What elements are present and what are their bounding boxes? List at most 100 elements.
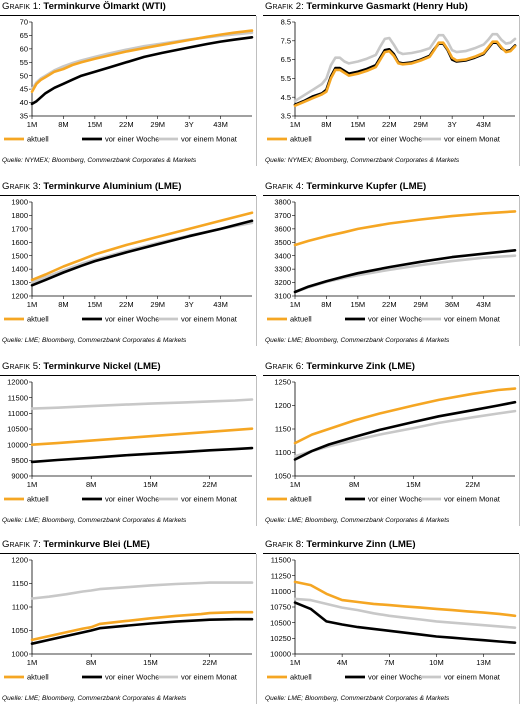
x-tick-label: 7M (384, 658, 394, 667)
legend-label: vor einem Monat (444, 673, 501, 682)
x-tick-label: 1M (290, 120, 300, 129)
series-line-woche (30, 35, 254, 106)
legend-label: aktuell (27, 315, 49, 324)
x-tick-label: 29M (150, 120, 165, 129)
chart-frame (0, 554, 257, 704)
legend-label: vor einem Monat (444, 135, 501, 144)
y-tick-label: 9000 (11, 472, 28, 481)
series-line-woche (293, 400, 517, 461)
chart-title-bar: Grafik 3: Terminkurve Aluminium (LME) (0, 180, 256, 196)
legend-label: aktuell (27, 495, 49, 504)
chart-title-text: Terminkurve Nickel (LME) (43, 361, 161, 372)
y-tick-label: 1400 (11, 265, 28, 274)
chart-title-bar: Grafik 6: Terminkurve Zink (LME) (263, 360, 519, 376)
chart-title-text: Terminkurve Aluminium (LME) (43, 181, 182, 192)
chart-frame (0, 16, 257, 166)
legend-label: vor einem Monat (181, 495, 238, 504)
series-line-aktuell (30, 29, 254, 94)
x-tick-label: 1M (290, 480, 300, 489)
y-tick-label: 9500 (11, 456, 28, 465)
legend-label: aktuell (290, 135, 312, 144)
chart-panel-5: Grafik 5: Terminkurve Nickel (LME) 9000 9… (0, 360, 258, 538)
y-tick-label: 10000 (7, 440, 28, 449)
legend-woche: vor einer Woche (82, 673, 159, 682)
chart-number: Grafik 5: (2, 361, 41, 372)
y-tick-label: 3800 (274, 198, 291, 207)
legend-label: vor einer Woche (105, 495, 159, 504)
y-tick-label: 1200 (11, 556, 28, 565)
y-tick-label: 35 (20, 112, 28, 121)
y-tick-label: 5.5 (281, 74, 291, 83)
y-tick-label: 60 (20, 44, 28, 53)
line-chart: 1000 1050 1100 1150 1200 1M 8M 15M 22M aktuell vor… (4, 556, 254, 682)
y-tick-label: 3100 (274, 292, 291, 301)
legend-woche: vor einer Woche (345, 495, 422, 504)
chart-panel-2: Grafik 2: Terminkurve Gasmarkt (Henry Hu… (263, 0, 521, 178)
legend-woche: vor einer Woche (345, 673, 422, 682)
legend-aktuell: aktuell (4, 315, 49, 324)
chart-title-bar: Grafik 7: Terminkurve Blei (LME) (0, 538, 256, 554)
x-tick-label: 22M (119, 120, 134, 129)
chart-source: Quelle: NYMEX; Bloomberg, Commerzbank Co… (265, 157, 460, 164)
line-chart: 9000 9500 10000 10500 11000 11500 12000 1M 8M 15M… (4, 378, 254, 504)
series-line-woche (293, 601, 517, 644)
chart-number: Grafik 3: (2, 181, 41, 192)
chart-source: Quelle: LME; Bloomberg, Commerzbank Corp… (265, 517, 450, 524)
x-tick-label: 29M (413, 300, 428, 309)
series-line-woche (30, 219, 254, 287)
x-tick-label: 22M (119, 300, 134, 309)
legend-woche: vor einer Woche (82, 315, 159, 324)
y-tick-label: 1500 (11, 251, 28, 260)
series-line-aktuell (293, 387, 517, 445)
chart-panel-8: Grafik 8: Terminkurve Zinn (LME) 10000 10… (263, 538, 521, 716)
y-tick-label: 10000 (270, 650, 291, 659)
chart-source: Quelle: LME; Bloomberg, Commerzbank Corp… (265, 337, 450, 344)
y-tick-label: 1800 (11, 211, 28, 220)
chart-title-text: Terminkurve Gasmarkt (Henry Hub) (306, 1, 468, 12)
x-tick-label: 1M (27, 120, 37, 129)
y-tick-label: 3200 (274, 278, 291, 287)
x-tick-label: 8M (58, 120, 68, 129)
line-chart: 1200 1300 1400 1500 1600 1700 1800 1900 1M 8M 15M 2… (4, 198, 254, 324)
chart-number: Grafik 4: (265, 181, 304, 192)
chart-title-text: Terminkurve Blei (LME) (43, 539, 150, 550)
chart-title-text: Terminkurve Zink (LME) (306, 361, 415, 372)
legend-woche: vor einer Woche (82, 135, 159, 144)
series-line-aktuell (30, 610, 254, 642)
legend-aktuell: aktuell (4, 135, 49, 144)
line-chart: 35 40 45 50 55 60 65 70 1M 8M 15M 22M 29M 3Y 43M aktuel… (4, 18, 254, 144)
chart-title: Grafik 6: Terminkurve Zink (LME) (265, 361, 415, 372)
x-tick-label: 8M (321, 120, 331, 129)
legend-label: vor einer Woche (105, 135, 159, 144)
legend-label: vor einem Monat (181, 135, 238, 144)
y-tick-label: 3.5 (281, 112, 291, 121)
x-tick-label: 15M (143, 480, 158, 489)
legend-monat: vor einem Monat (158, 495, 238, 504)
legend-monat: vor einem Monat (158, 315, 238, 324)
chart-title: Grafik 4: Terminkurve Kupfer (LME) (265, 181, 426, 192)
legend-label: vor einem Monat (444, 315, 501, 324)
series-line-monat (30, 221, 254, 284)
legend-woche: vor einer Woche (345, 135, 422, 144)
y-tick-label: 1900 (11, 198, 28, 207)
y-tick-label: 3400 (274, 251, 291, 260)
x-tick-label: 22M (202, 658, 217, 667)
x-tick-label: 3Y (185, 300, 194, 309)
legend-label: vor einer Woche (368, 135, 422, 144)
chart-number: Grafik 6: (265, 361, 304, 372)
legend-label: aktuell (290, 495, 312, 504)
y-tick-label: 1200 (11, 292, 28, 301)
y-tick-label: 6.5 (281, 55, 291, 64)
chart-title-text: Terminkurve Kupfer (LME) (306, 181, 427, 192)
y-tick-label: 1700 (11, 224, 28, 233)
chart-title: Grafik 2: Terminkurve Gasmarkt (Henry Hu… (265, 1, 468, 12)
x-tick-label: 8M (86, 658, 96, 667)
x-tick-label: 8M (321, 300, 331, 309)
legend-label: vor einer Woche (368, 315, 422, 324)
y-tick-label: 12000 (7, 378, 28, 387)
chart-frame (0, 376, 257, 526)
chart-panel-4: Grafik 4: Terminkurve Kupfer (LME) 3100 3… (263, 180, 521, 358)
series-line-monat (293, 32, 517, 103)
x-tick-label: 1M (290, 658, 300, 667)
legend-label: aktuell (27, 673, 49, 682)
